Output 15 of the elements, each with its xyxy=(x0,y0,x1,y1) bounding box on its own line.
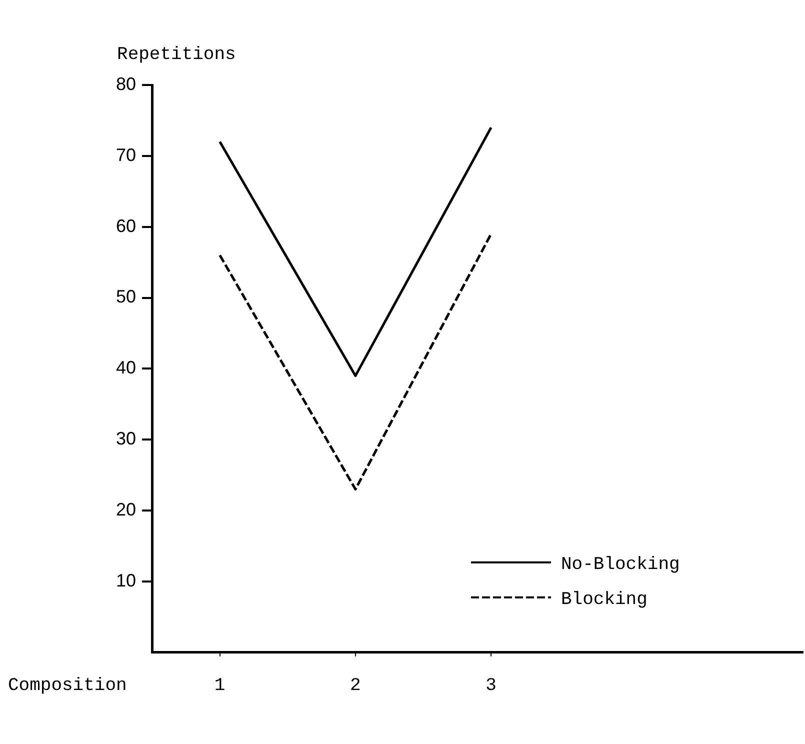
x-tick-label: 3 xyxy=(486,676,496,696)
x-tick-label: 1 xyxy=(214,676,226,696)
y-tick-label: 10 xyxy=(116,570,136,590)
y-tick-label: 60 xyxy=(116,216,136,236)
x-axis-title: Composition xyxy=(8,676,127,696)
legend-label: Blocking xyxy=(561,590,648,610)
x-tick-label: 2 xyxy=(350,676,361,696)
y-tick-label: 70 xyxy=(116,144,136,165)
legend-label: No-Blocking xyxy=(561,555,680,576)
y-tick-label: 20 xyxy=(116,500,136,520)
y-tick-label: 30 xyxy=(116,428,136,449)
y-tick-label: 40 xyxy=(116,358,136,378)
y-axis-title: Repetitions xyxy=(117,44,236,65)
y-tick-label: 80 xyxy=(116,74,136,94)
y-tick-label: 50 xyxy=(116,286,136,307)
